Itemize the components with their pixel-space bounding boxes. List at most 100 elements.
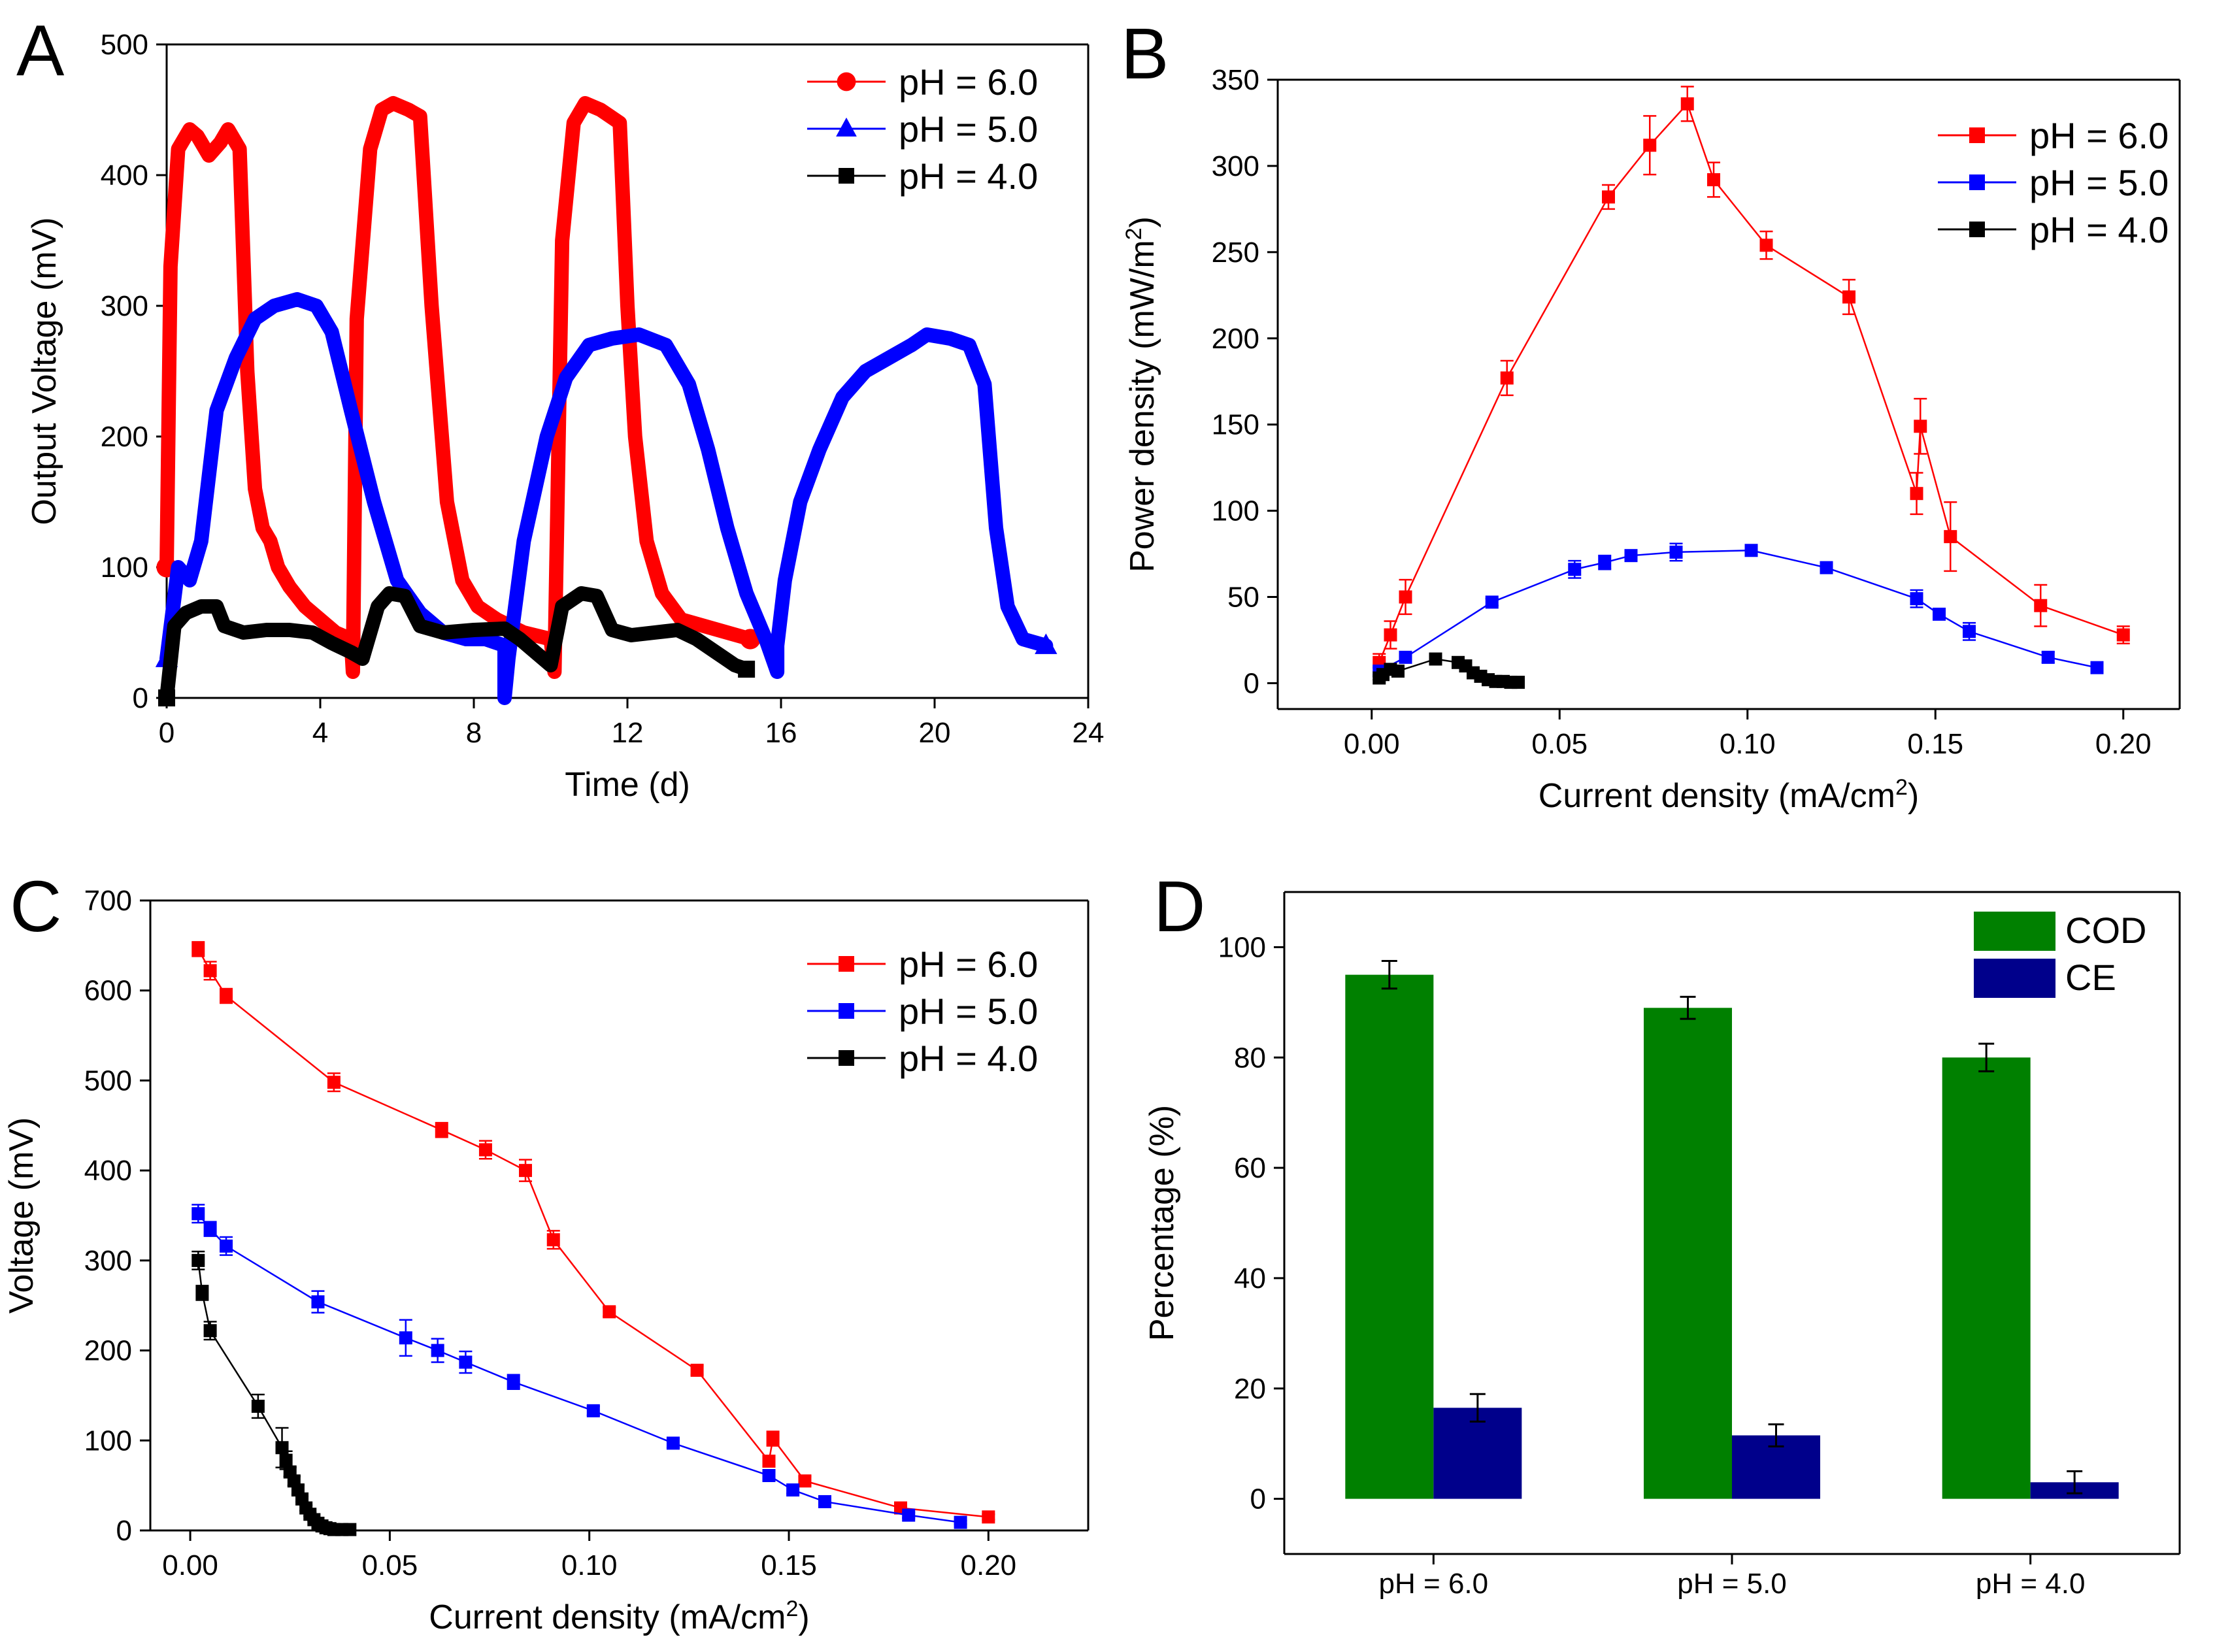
legend-label: pH = 6.0: [899, 61, 1038, 103]
data-point: [902, 1508, 916, 1522]
series-ph-4-0: [191, 1250, 357, 1536]
data-point: [220, 989, 233, 1002]
legend: pH = 6.0 pH = 5.0 pH = 4.0: [807, 61, 1038, 197]
x-tick-label: 8: [466, 717, 482, 749]
legend-marker: [1969, 174, 1985, 190]
x-tick-label: 0.00: [162, 1549, 218, 1581]
chart-cod-ce-percentage: 0 20 40 60 80 100 Percentage (%) pH = 6.0 pH = 5…: [1143, 891, 2181, 1600]
x-tick-label: 0.05: [362, 1549, 418, 1581]
x-tick-label: pH = 6.0: [1379, 1568, 1489, 1600]
y-axis-label: Percentage (%): [1143, 1105, 1181, 1341]
series-ph-6-0: [191, 941, 995, 1524]
legend-label: pH = 4.0: [2029, 209, 2169, 250]
data-point: [1624, 549, 1638, 563]
series-line: [159, 586, 754, 705]
legend-label: CE: [2065, 957, 2116, 998]
legend-marker: [836, 117, 857, 137]
series-ph-6-0: [1373, 86, 2130, 672]
legend-label: COD: [2065, 910, 2146, 951]
data-point: [982, 1510, 995, 1524]
y-tick-label: 350: [1212, 64, 1259, 96]
series-ph-5-0: [155, 292, 1057, 705]
data-point: [766, 1432, 780, 1446]
y-tick-label: 20: [1234, 1373, 1266, 1405]
data-point: [603, 1305, 616, 1319]
legend-swatch: [1974, 912, 2055, 951]
bar-ce: [1433, 1408, 1522, 1499]
y-tick-label: 40: [1234, 1263, 1266, 1295]
series-line: [159, 96, 757, 679]
legend-marker: [1969, 127, 1985, 143]
data-point: [740, 629, 761, 650]
data-point: [2034, 599, 2048, 612]
y-tick-label: 200: [84, 1335, 132, 1367]
data-point: [507, 1375, 520, 1389]
data-point: [1842, 290, 1855, 304]
data-point: [203, 1324, 217, 1338]
bar-cod: [1644, 1008, 1732, 1499]
data-point: [1914, 420, 1927, 433]
series-ph-5-0: [191, 1204, 967, 1529]
legend-marker: [837, 72, 856, 91]
chart-output-voltage-vs-time: 0 4 8 12 16 20 24 0 100 200 300 400 500 Time (d) Outpu…: [25, 29, 1104, 804]
legend-marker: [839, 1003, 854, 1019]
series-ph-4-0: [1373, 652, 1525, 689]
data-point: [1500, 371, 1514, 385]
x-tick-label: 0.20: [2095, 728, 2152, 760]
y-tick-label: 500: [84, 1065, 132, 1097]
data-point: [666, 1436, 680, 1450]
x-axis-label: Current density (mA/cm2): [1539, 775, 1919, 815]
y-tick-label: 300: [84, 1245, 132, 1277]
y-tick-label: 60: [1234, 1152, 1266, 1184]
x-tick-label: 20: [919, 717, 951, 749]
data-point: [1512, 676, 1525, 689]
x-tick-label: 0.20: [961, 1549, 1017, 1581]
x-tick-label: 12: [612, 717, 644, 749]
y-axis-label: Power density (mW/m2): [1122, 216, 1161, 572]
legend-marker: [839, 168, 854, 184]
data-point: [435, 1123, 448, 1137]
chart-voltage-vs-current-density: 0.00 0.05 0.10 0.15 0.20 0 100 200 300 400 500 600 7…: [3, 885, 1090, 1636]
y-tick-label: 300: [1212, 150, 1259, 182]
data-point: [251, 1399, 265, 1413]
x-tick-label: pH = 4.0: [1976, 1568, 2086, 1600]
data-point: [786, 1483, 800, 1497]
y-tick-label: 200: [1212, 323, 1259, 355]
data-point: [519, 1164, 532, 1178]
data-point: [1399, 650, 1412, 664]
data-point: [1598, 555, 1612, 569]
legend-label: pH = 5.0: [899, 108, 1038, 150]
data-point: [220, 1239, 233, 1253]
data-point: [2090, 661, 2104, 674]
data-point: [191, 1207, 205, 1221]
data-point: [818, 1495, 831, 1508]
y-axis-label: Output Voltage (mV): [25, 217, 63, 525]
data-point: [343, 1523, 357, 1536]
y-tick-label: 100: [1218, 931, 1266, 963]
y-tick-label: 100: [1212, 495, 1259, 527]
series-ph-4-0: [158, 586, 756, 706]
y-tick-label: 0: [1244, 667, 1259, 699]
y-tick-label: 0: [133, 682, 148, 714]
y-tick-label: 400: [84, 1155, 132, 1187]
y-axis-label: Voltage (mV): [3, 1117, 41, 1314]
series-line: [159, 292, 1054, 705]
legend-label: pH = 6.0: [899, 944, 1038, 985]
data-point: [158, 689, 175, 706]
data-point: [2041, 650, 2055, 664]
x-tick-label: 0.05: [1531, 728, 1588, 760]
data-point: [798, 1474, 812, 1488]
x-tick-label: 0: [159, 717, 175, 749]
bar-cod: [1942, 1057, 2031, 1499]
x-axis-label: Time (d): [565, 766, 690, 804]
data-point: [279, 1453, 293, 1467]
legend-swatch: [1974, 959, 2055, 998]
data-point: [1035, 633, 1057, 654]
chart-power-density-vs-current-density: 0.00 0.05 0.10 0.15 0.20 0 50 100 150 200 250 300 35…: [1122, 64, 2181, 815]
data-point: [1707, 173, 1720, 187]
data-point: [1485, 595, 1499, 609]
data-point: [1391, 664, 1405, 678]
data-point: [1680, 97, 1694, 110]
y-tick-label: 600: [84, 975, 132, 1007]
